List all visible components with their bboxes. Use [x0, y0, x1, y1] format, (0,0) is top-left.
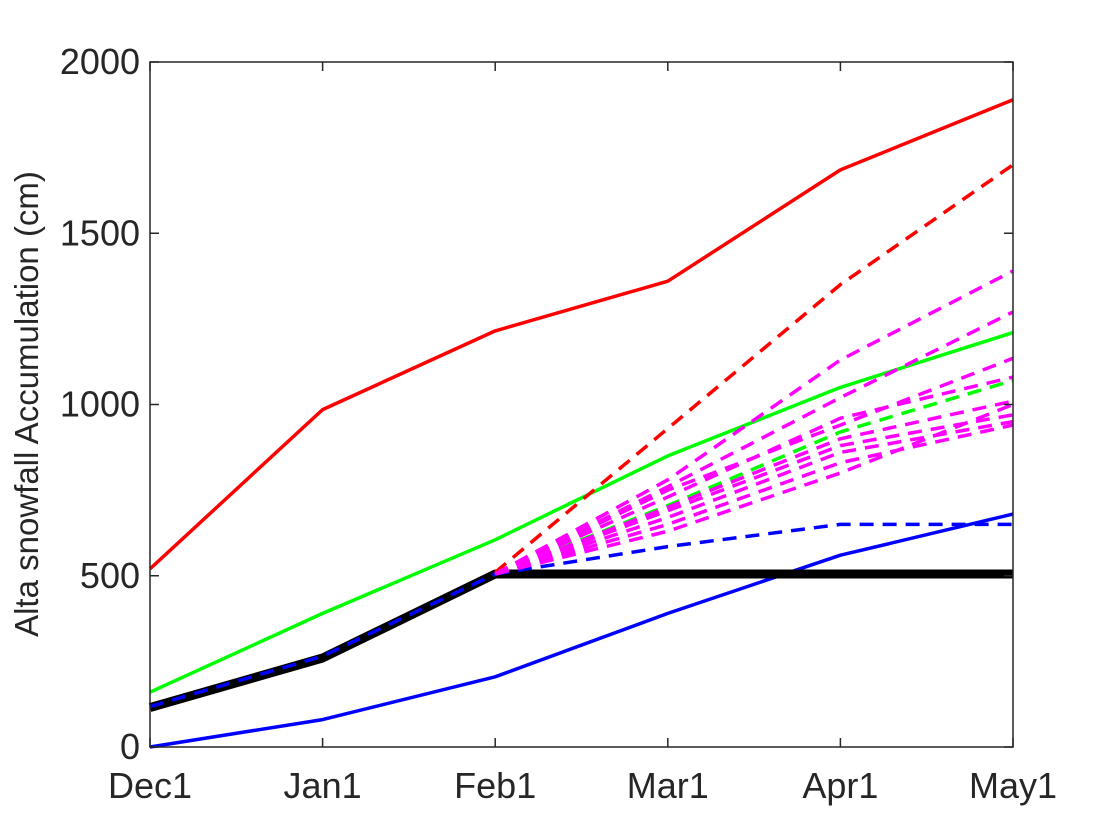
series-line-dashed-4: [149, 572, 496, 709]
x-tick-label: Mar1: [627, 765, 709, 806]
plot-background: [150, 62, 1013, 747]
series-line-solid-0: [148, 98, 1014, 571]
series-line-solid-2: [149, 512, 1014, 749]
series-layer: [148, 98, 1014, 749]
x-tick-label: Feb1: [454, 765, 536, 806]
y-tick-label: 1000: [60, 384, 140, 425]
series-line-dashed-5: [494, 163, 1014, 574]
y-tick-label: 2000: [60, 41, 140, 82]
tick-layer: 0 500 1000 1500 2000 Dec1 Jan1 Feb1 Mar1 Apr1 May1: [60, 41, 1057, 806]
series-line-solid-1: [149, 330, 1014, 694]
series-line-dashed-11: [494, 375, 1014, 576]
series-line-dashed-8: [494, 269, 1014, 576]
y-tick-label: 0: [120, 726, 140, 767]
series-line-dashed-13: [494, 413, 1014, 576]
y-tick-label: 1500: [60, 212, 140, 253]
x-tick-label: May1: [969, 765, 1057, 806]
x-tick-label: Dec1: [108, 765, 192, 806]
series-line-dashed-7: [494, 522, 1013, 576]
x-tick-label: Jan1: [284, 765, 362, 806]
y-axis-label: Alta snowfall Accumulation (cm): [8, 171, 45, 637]
y-tick-label: 500: [80, 555, 140, 596]
x-tick-label: Apr1: [802, 765, 878, 806]
